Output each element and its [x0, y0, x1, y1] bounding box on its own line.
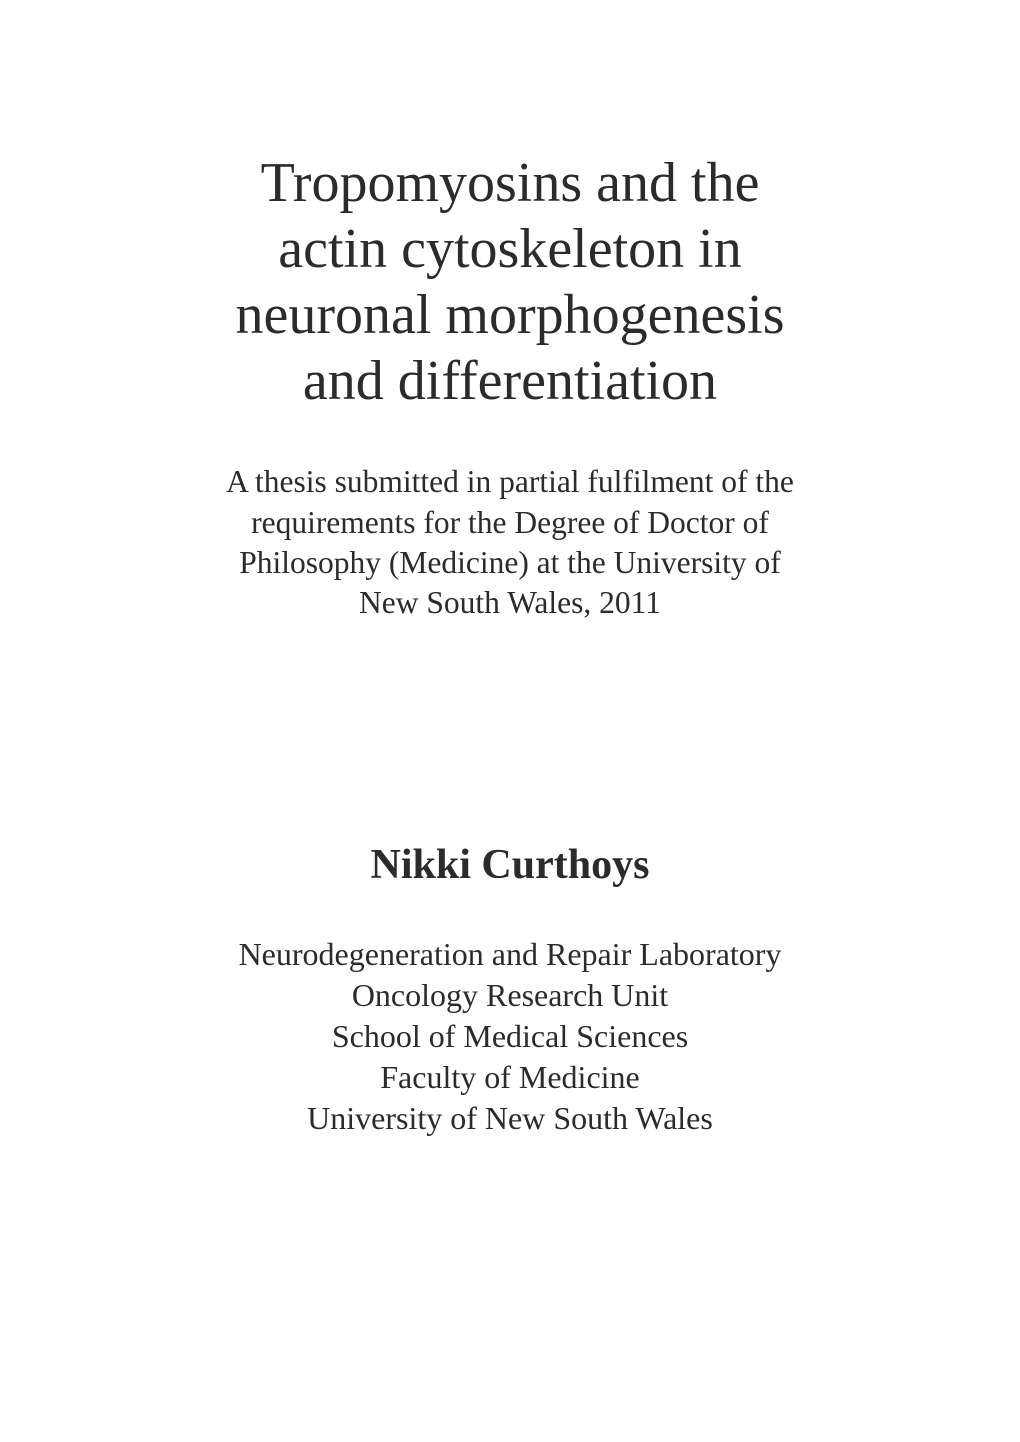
subtitle-line-2: requirements for the Degree of Doctor of	[226, 503, 794, 543]
author-name: Nikki Curthoys	[371, 840, 650, 890]
thesis-title-page: Tropomyosins and the actin cytoskeleton …	[0, 0, 1020, 1442]
affil-line-2: Oncology Research Unit	[239, 975, 782, 1016]
affil-line-1: Neurodegeneration and Repair Laboratory	[239, 934, 782, 975]
subtitle-line-3: Philosophy (Medicine) at the University …	[226, 543, 794, 583]
affiliation-block: Neurodegeneration and Repair Laboratory …	[239, 934, 782, 1139]
title-block: Tropomyosins and the actin cytoskeleton …	[236, 150, 785, 414]
subtitle-line-1: A thesis submitted in partial fulfilment…	[226, 462, 794, 502]
subtitle-block: A thesis submitted in partial fulfilment…	[226, 462, 794, 623]
title-line-2: actin cytoskeleton in	[236, 216, 785, 282]
affil-line-5: University of New South Wales	[239, 1098, 782, 1139]
subtitle-line-4: New South Wales, 2011	[226, 583, 794, 623]
title-line-4: and differentiation	[236, 348, 785, 414]
author-block: Nikki Curthoys	[371, 840, 650, 890]
title-line-1: Tropomyosins and the	[236, 150, 785, 216]
affil-line-3: School of Medical Sciences	[239, 1016, 782, 1057]
title-line-3: neuronal morphogenesis	[236, 282, 785, 348]
affil-line-4: Faculty of Medicine	[239, 1057, 782, 1098]
